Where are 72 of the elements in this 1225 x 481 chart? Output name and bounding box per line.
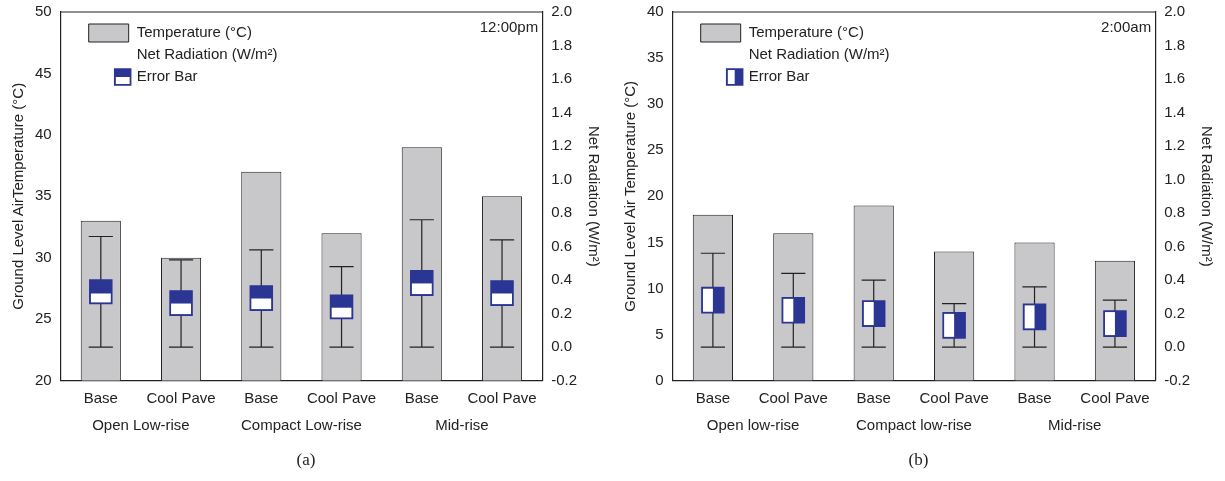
y-tick-label: 50 [35,2,52,20]
y2-tick-label: 0.0 [1164,337,1186,355]
text: Open Low-rise [92,416,190,434]
x-tick-label: Base [83,388,118,406]
y2-tick-label: 1.0 [1164,169,1186,187]
y-tick-label: 25 [647,140,664,158]
x-tick-label: Cool Pave [306,388,377,406]
y2-tick-label: 1.6 [551,69,573,87]
y-tick-label: 20 [647,186,664,204]
text: (b) [908,450,929,470]
x-tick-label: Base [695,388,730,406]
x-tick-label: Base [856,388,891,406]
y-tick-label: 30 [647,94,664,112]
text: Mid-rise [435,416,489,434]
y-tick-label: 40 [35,125,52,143]
y2-axis-title: Net Radiation (W/m²) [1198,125,1216,267]
y2-tick-label: 1.2 [551,136,573,154]
text: Mid-rise [1048,416,1102,434]
legend-label: Temperature (°C) [748,23,864,41]
y-tick-label: 10 [647,278,664,296]
y-tick-label: 15 [647,232,664,250]
x-tick-label: Base [1017,388,1052,406]
y-tick-label: 20 [35,370,52,388]
y2-tick-label: 1.4 [551,102,573,120]
legend-title: Net Radiation (W/m²) [748,45,890,63]
y-tick-label: 40 [647,2,664,20]
y-tick-label: 35 [35,186,52,204]
y2-tick-label: -0.2 [551,370,578,388]
y2-axis-title: Net Radiation (W/m²) [585,125,603,267]
text: (a) [296,450,316,470]
y-axis-title: Ground Level AirTemperature (°C) [9,82,27,310]
x-tick-label: Cool Pave [467,388,537,406]
legend-label: Temperature (°C) [136,23,252,41]
y2-tick-label: 1.6 [1164,69,1186,87]
legend-label: Error Bar [748,67,810,85]
y2-tick-label: 0.4 [551,270,573,288]
y2-tick-label: 1.8 [551,35,573,53]
x-tick-label: Cool Pave [919,388,989,406]
y2-tick-label: 0.8 [1164,203,1186,221]
y-axis-title: Ground Level Air Temperature (°C) [621,80,639,312]
y2-tick-label: 1.2 [1164,136,1186,154]
y2-tick-label: 0.2 [1164,303,1186,321]
y-tick-label: 5 [655,324,664,342]
text: Open low-rise [706,416,800,434]
x-tick-label: Cool Pave [758,388,828,406]
y-tick-label: 30 [35,247,52,265]
y2-tick-label: 2.0 [551,2,573,20]
y2-tick-label: 0.6 [551,236,573,254]
text: 2:00am [1101,17,1152,35]
text: 12:00pm [479,17,539,35]
y-tick-label: 35 [647,48,664,66]
y-tick-label: 0 [655,370,664,388]
y-tick-label: 25 [35,309,52,327]
y2-tick-label: 0.8 [551,203,573,221]
y2-tick-label: 0.4 [1164,270,1186,288]
y2-tick-label: 0.0 [551,337,573,355]
x-tick-label: Cool Pave [146,388,216,406]
legend-title: Net Radiation (W/m²) [136,45,278,63]
text: Compact low-rise [855,416,972,434]
y2-tick-label: 1.0 [551,169,573,187]
y2-tick-label: 0.6 [1164,236,1186,254]
text: Compact Low-rise [240,416,362,434]
x-tick-label: Base [244,388,279,406]
y2-tick-label: 1.4 [1164,102,1186,120]
y2-tick-label: 2.0 [1164,2,1186,20]
y2-tick-label: 0.2 [551,303,573,321]
x-tick-label: Base [404,388,439,406]
y2-tick-label: 1.8 [1164,35,1186,53]
x-tick-label: Cool Pave [1080,388,1150,406]
y2-tick-label: -0.2 [1164,370,1191,388]
legend-label: Error Bar [136,67,198,85]
y-tick-label: 45 [35,63,52,81]
